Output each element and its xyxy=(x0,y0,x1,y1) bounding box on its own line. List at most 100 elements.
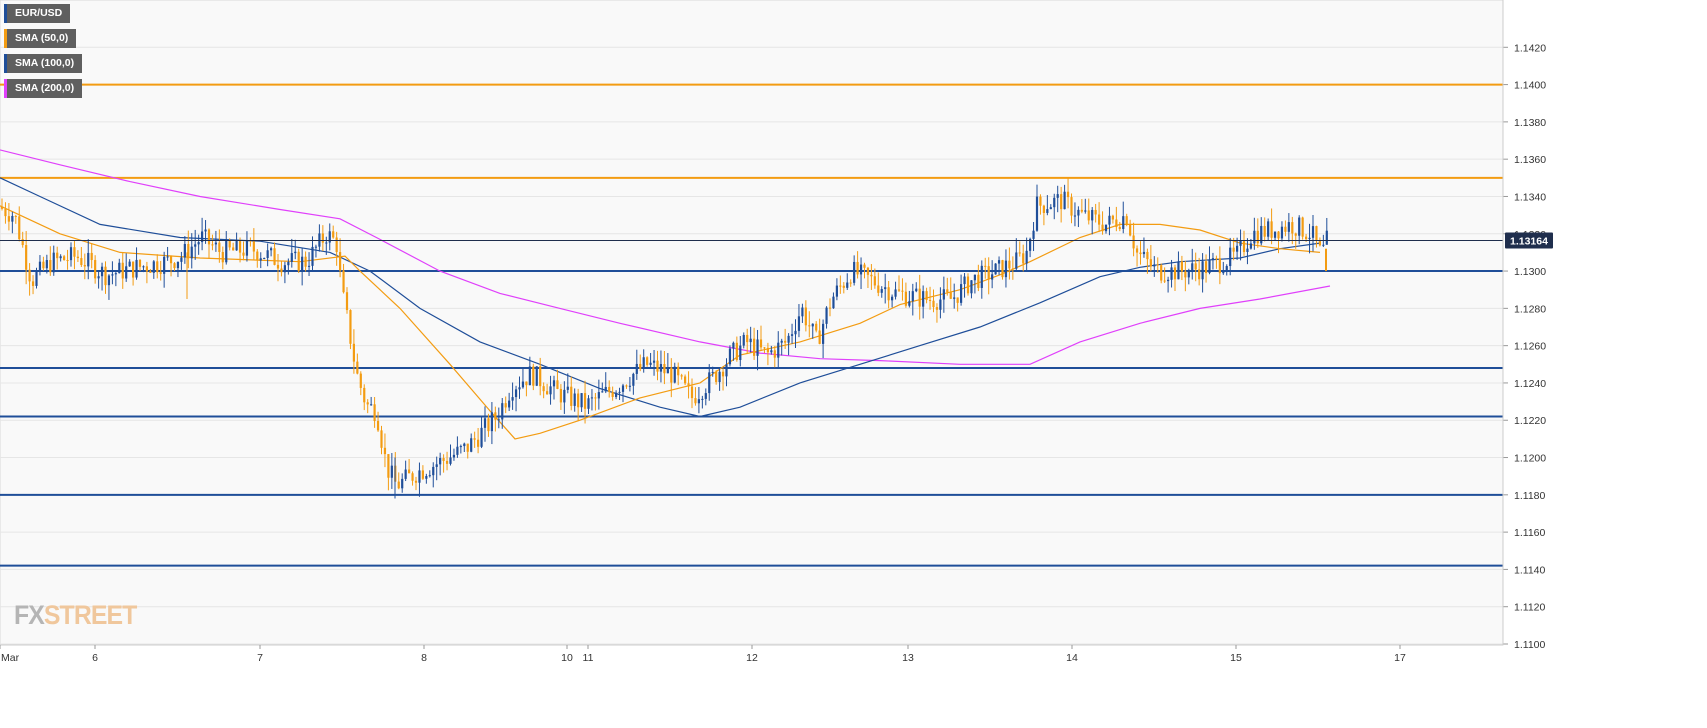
candle-body xyxy=(1129,224,1132,236)
candle-body xyxy=(114,273,117,275)
candle-body xyxy=(38,261,42,272)
candle-body xyxy=(932,300,935,308)
candle-body xyxy=(1111,215,1114,220)
candle-body xyxy=(173,263,176,269)
candle-body xyxy=(118,262,121,274)
candle-body xyxy=(345,292,349,311)
candle-body xyxy=(283,265,286,273)
candle-body xyxy=(497,419,500,421)
candle-body xyxy=(918,288,921,307)
candle-body xyxy=(352,343,355,362)
x-tick-label: 15 xyxy=(1230,652,1242,664)
candle-body xyxy=(880,289,883,293)
candle-body xyxy=(1211,258,1215,261)
candle-body xyxy=(1301,217,1304,237)
candle-body xyxy=(811,323,814,327)
candle-body xyxy=(528,366,531,386)
candle-body xyxy=(207,229,211,245)
candle-body xyxy=(1056,194,1059,198)
candle-body xyxy=(1246,248,1249,252)
x-tick-label: 6 xyxy=(92,652,98,664)
candle-body xyxy=(435,464,438,467)
candle-body xyxy=(708,372,711,394)
candle-body xyxy=(259,258,262,261)
candle-body xyxy=(1132,235,1135,249)
candle-body xyxy=(566,386,569,390)
candle-body xyxy=(466,443,469,452)
candle-body xyxy=(711,371,714,373)
candle-body xyxy=(866,267,870,275)
candle-body xyxy=(477,439,480,447)
candle-body xyxy=(604,386,607,392)
candle-body xyxy=(1253,230,1256,244)
x-tick-label: 13 xyxy=(902,652,914,664)
candle-body xyxy=(297,251,300,271)
candle-body xyxy=(59,256,62,259)
candle-body xyxy=(339,252,342,271)
price-tag-box xyxy=(1505,232,1553,249)
legend-sma-100[interactable]: SMA (100,0) xyxy=(4,54,83,73)
candle-body xyxy=(1277,231,1280,239)
candle-body xyxy=(1225,266,1228,272)
y-tick-label: 1.1300 xyxy=(1514,266,1546,278)
candle-body xyxy=(535,366,538,386)
candle-body xyxy=(846,282,849,288)
candle-body xyxy=(1142,251,1146,255)
legend-sma-50[interactable]: SMA (50,0) xyxy=(4,29,77,48)
candle-body xyxy=(1263,225,1266,237)
legend-eurusd[interactable]: EUR/USD xyxy=(4,4,71,23)
candle-body xyxy=(404,469,407,479)
legend: EUR/USD SMA (50,0) SMA (100,0) SMA (200,… xyxy=(4,4,83,104)
candle-body xyxy=(459,446,462,448)
candle-body xyxy=(1218,258,1221,274)
candle-body xyxy=(801,307,804,317)
candle-body xyxy=(960,284,963,303)
candle-body xyxy=(525,381,528,386)
candle-body xyxy=(390,465,393,478)
candle-body xyxy=(1042,205,1045,213)
x-tick-label: 10 xyxy=(561,652,573,664)
candle-body xyxy=(618,391,621,393)
candle-body xyxy=(1187,270,1190,278)
candle-body xyxy=(1004,260,1008,278)
candle-body xyxy=(80,258,83,266)
candle-body xyxy=(1080,209,1083,212)
legend-label: SMA (200,0) xyxy=(15,82,75,94)
candle-body xyxy=(984,265,987,267)
candle-body xyxy=(756,339,759,356)
candle-body xyxy=(449,457,452,464)
candle-body xyxy=(169,256,173,264)
candle-body xyxy=(542,386,545,392)
candle-body xyxy=(273,248,276,265)
candle-body xyxy=(825,307,828,324)
sma-200-line xyxy=(0,149,1331,365)
candle-body xyxy=(31,281,35,286)
candle-body xyxy=(104,266,107,286)
candle-body xyxy=(1135,248,1139,253)
candle-body xyxy=(1101,224,1104,232)
candle-body xyxy=(1070,197,1073,216)
y-tick-label: 1.1400 xyxy=(1514,80,1546,92)
candle-body xyxy=(649,362,652,365)
candle-body xyxy=(1029,238,1032,251)
y-tick-label: 1.1200 xyxy=(1514,453,1546,465)
candle-body xyxy=(321,233,324,243)
y-axis: 1.14201.14001.13801.13601.13401.13201.13… xyxy=(1502,0,1546,651)
x-axis: Mar 6 7 8 10 11 12 13 14 15 17 xyxy=(0,644,1503,664)
candle-body xyxy=(746,334,749,343)
candle-body xyxy=(849,282,852,284)
candle-body xyxy=(1115,219,1118,228)
candle-body xyxy=(21,239,24,246)
legend-sma-200[interactable]: SMA (200,0) xyxy=(4,79,83,98)
candle-body xyxy=(518,387,521,390)
candle-body xyxy=(1242,240,1246,252)
candle-body xyxy=(176,261,180,269)
candle-body xyxy=(1008,260,1011,269)
candle-body xyxy=(142,266,145,268)
candle-body xyxy=(1208,260,1211,274)
candle-body xyxy=(163,256,166,274)
candle-body xyxy=(1315,226,1318,241)
candle-body xyxy=(25,245,28,270)
candle-body xyxy=(121,262,124,279)
